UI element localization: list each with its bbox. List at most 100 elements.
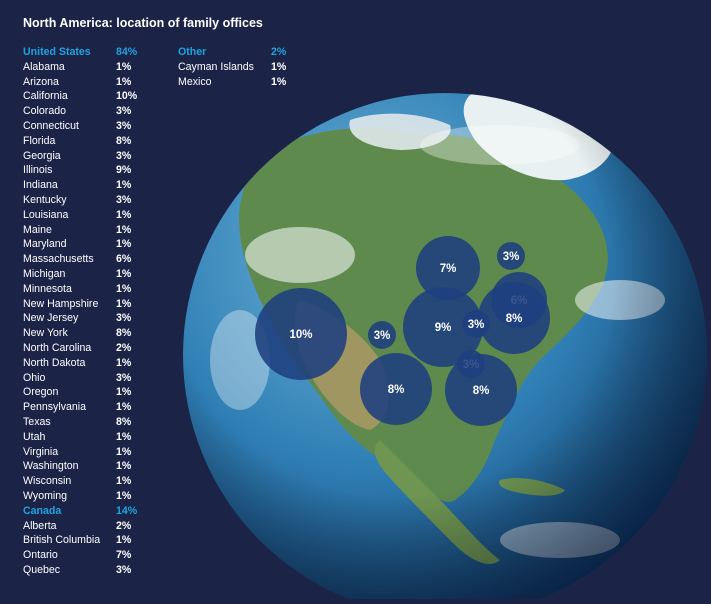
other-header-label: Other <box>178 46 207 58</box>
bubble-label-florida: 8% <box>473 385 490 397</box>
canada-header-label: Canada <box>23 504 62 517</box>
row-name: Virginia <box>23 445 59 458</box>
bubble-new-york <box>478 282 550 354</box>
row-name: Indiana <box>23 179 58 192</box>
bubble-label-new-york: 8% <box>506 313 523 325</box>
other-rows: Cayman Islands 1% Mexico 1% <box>178 60 286 90</box>
row-pct: 1% <box>116 445 132 458</box>
row-name: Georgia <box>23 149 61 162</box>
bubble-ohio <box>462 310 490 338</box>
row-pct: 1% <box>116 179 132 192</box>
table-row: Quebec 3% <box>23 563 137 578</box>
table-row: Mexico 1% <box>178 75 286 90</box>
row-name: Ohio <box>23 371 46 384</box>
table-row: New Hampshire 1% <box>23 297 137 312</box>
bubble-label-ontario: 7% <box>440 263 457 275</box>
row-pct: 1% <box>116 401 132 414</box>
table-row: Maine 1% <box>23 223 137 238</box>
row-name: Colorado <box>23 105 66 118</box>
row-name: Minnesota <box>23 282 72 295</box>
row-name: Kentucky <box>23 193 67 206</box>
bubble-quebec <box>497 242 525 270</box>
table-row: Connecticut 3% <box>23 119 137 134</box>
row-pct: 3% <box>116 193 132 206</box>
row-pct: 3% <box>116 119 132 132</box>
row-name: Oregon <box>23 386 59 399</box>
row-pct: 1% <box>116 475 132 488</box>
row-pct: 3% <box>116 105 132 118</box>
bubble-label-colorado: 3% <box>374 330 391 342</box>
row-pct: 1% <box>116 208 132 221</box>
bubble-florida <box>445 354 517 426</box>
bubble-label-illinois: 9% <box>435 322 452 334</box>
bubble-texas <box>360 353 432 425</box>
row-name: New Jersey <box>23 312 79 325</box>
row-pct: 1% <box>116 386 132 399</box>
row-name: Texas <box>23 415 51 428</box>
row-pct: 2% <box>116 519 132 532</box>
table-row: Minnesota 1% <box>23 282 137 297</box>
bubble-california <box>255 288 347 380</box>
row-name: Maryland <box>23 238 67 251</box>
row-pct: 3% <box>116 312 132 325</box>
row-pct: 8% <box>116 327 132 340</box>
table-row: New Jersey 3% <box>23 311 137 326</box>
table-row: California 10% <box>23 89 137 104</box>
row-name: Alabama <box>23 60 65 73</box>
table-row: Utah 1% <box>23 430 137 445</box>
row-pct: 3% <box>116 149 132 162</box>
row-name: Illinois <box>23 164 53 177</box>
bubble-label-california: 10% <box>289 329 312 341</box>
table-row: British Columbia 1% <box>23 533 137 548</box>
table-row: Louisiana 1% <box>23 208 137 223</box>
table-row: Alberta 2% <box>23 519 137 534</box>
table-row: North Dakota 1% <box>23 356 137 371</box>
us-rows: Alabama 1% Arizona 1% California 10% Colorado 3… <box>23 60 137 504</box>
row-pct: 8% <box>116 134 132 147</box>
row-name: British Columbia <box>23 534 101 547</box>
row-name: Massachusetts <box>23 253 94 266</box>
row-name: Quebec <box>23 563 61 576</box>
table-row: North Carolina 2% <box>23 341 137 356</box>
row-pct: 1% <box>116 60 132 73</box>
row-name: California <box>23 90 68 103</box>
row-pct: 1% <box>116 534 132 547</box>
row-name: Alberta <box>23 519 57 532</box>
table-row: Cayman Islands 1% <box>178 60 286 75</box>
table-row: Washington 1% <box>23 459 137 474</box>
table-row: Illinois 9% <box>23 163 137 178</box>
table-row: Texas 8% <box>23 415 137 430</box>
row-pct: 1% <box>116 75 132 88</box>
other-header-row: Other 2% <box>178 45 286 60</box>
row-name: Arizona <box>23 75 59 88</box>
table-row: Massachusetts 6% <box>23 252 137 267</box>
row-pct: 1% <box>116 282 132 295</box>
row-name: Louisiana <box>23 208 69 221</box>
row-pct: 8% <box>116 415 132 428</box>
table-row: Virginia 1% <box>23 445 137 460</box>
us-header-row: United States 84% <box>23 45 137 60</box>
us-canada-table: United States 84% Alabama 1% Arizona 1% Cali… <box>23 45 137 578</box>
row-pct: 6% <box>116 253 132 266</box>
row-name: Wisconsin <box>23 475 72 488</box>
canada-header-total: 14% <box>116 504 138 517</box>
bubble-colorado <box>368 321 396 349</box>
canada-rows: Alberta 2% British Columbia 1% Ontario 7% Queb… <box>23 519 137 578</box>
bubble-label-texas: 8% <box>388 384 405 396</box>
row-pct: 1% <box>116 489 132 502</box>
row-name: Wyoming <box>23 489 68 502</box>
row-pct: 1% <box>116 356 132 369</box>
row-name: North Carolina <box>23 341 92 354</box>
row-pct: 2% <box>116 341 132 354</box>
row-name: Ontario <box>23 549 58 562</box>
table-row: Alabama 1% <box>23 60 137 75</box>
table-row: Kentucky 3% <box>23 193 137 208</box>
row-name: Pennsylvania <box>23 401 87 414</box>
row-pct: 7% <box>116 549 132 562</box>
other-header-total: 2% <box>271 46 287 58</box>
row-name: Utah <box>23 430 46 443</box>
us-header-label: United States <box>23 46 91 58</box>
row-name: Mexico <box>178 75 212 88</box>
row-pct: 1% <box>116 460 132 473</box>
